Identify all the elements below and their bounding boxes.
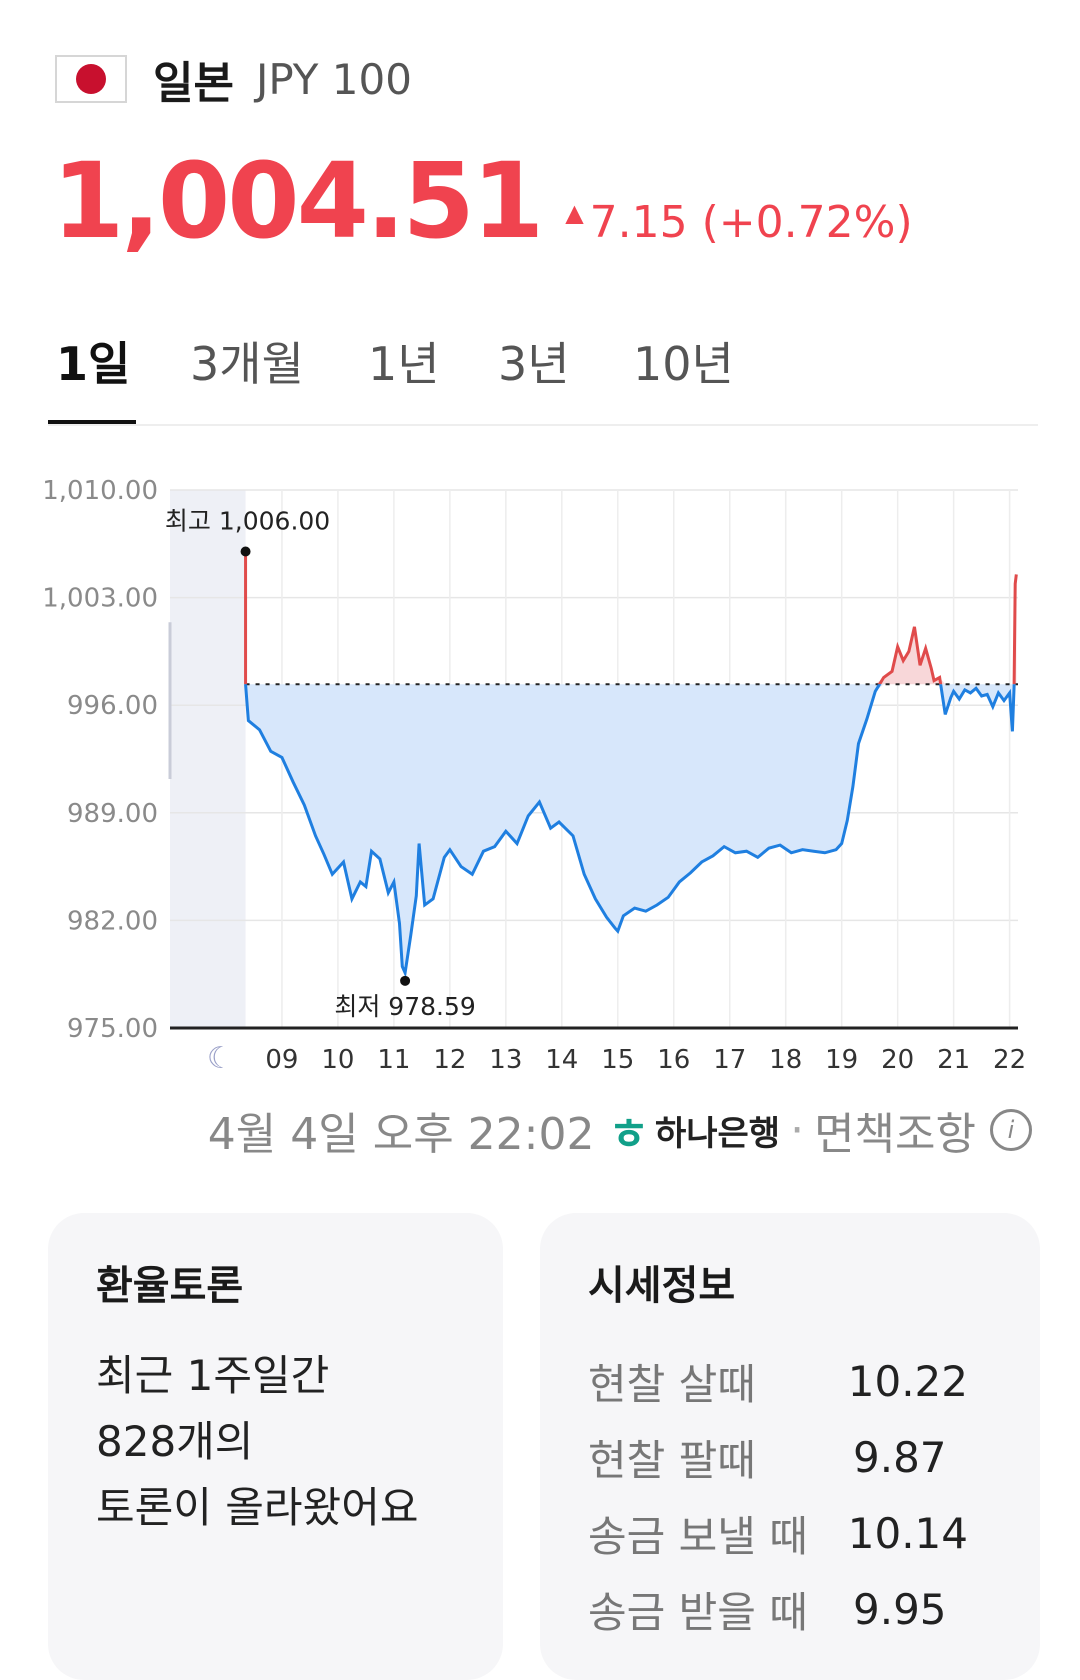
market-row-value: 10.14 bbox=[847, 1508, 968, 1558]
change-percent: (+0.72%) bbox=[701, 197, 913, 248]
rate-change: ▲ 7.15 (+0.72%) bbox=[565, 197, 912, 248]
currency-code: JPY 100 bbox=[255, 54, 412, 104]
info-icon[interactable]: i bbox=[990, 1109, 1032, 1151]
country-name: 일본 bbox=[153, 58, 234, 109]
market-row: 현찰 팔때 9.87 bbox=[588, 1419, 968, 1495]
current-rate: 1,004.51 bbox=[52, 140, 544, 262]
x-tick-label: 13 bbox=[489, 1045, 522, 1075]
market-info-card[interactable]: 시세정보 현찰 살때 10.22 현찰 팔때 9.87 송금 보낼 때 10.1… bbox=[540, 1213, 1040, 1680]
chart-timestamp: 4월 4일 오후 22:02 bbox=[207, 1109, 595, 1160]
market-row: 송금 받을 때 9.95 bbox=[588, 1571, 968, 1647]
separator: · bbox=[790, 1104, 805, 1156]
rate-line-down bbox=[244, 684, 1016, 979]
tab-3m[interactable]: 3개월 bbox=[190, 337, 304, 391]
discussion-line: 토론이 올라왔어요 bbox=[96, 1483, 419, 1532]
chart-footer: 4월 4일 오후 22:02 ㅎ 하나은행 · 면책조항 i bbox=[208, 1100, 1032, 1160]
x-tick-label: 21 bbox=[937, 1045, 970, 1075]
market-row: 송금 보낼 때 10.14 bbox=[588, 1495, 968, 1571]
discussion-card[interactable]: 환율토론 최근 1주일간 828개의 토론이 올라왔어요 bbox=[48, 1213, 503, 1680]
market-row-value: 9.95 bbox=[853, 1584, 947, 1634]
x-tick-label: 20 bbox=[881, 1045, 914, 1075]
y-tick-label: 989.00 bbox=[67, 799, 158, 829]
hana-bank-logo-icon: ㅎ bbox=[608, 1109, 649, 1160]
high-label: 최고 1,006.00 bbox=[165, 506, 330, 535]
tab-10y[interactable]: 10년 bbox=[633, 337, 734, 391]
low-point-marker bbox=[400, 975, 411, 986]
y-tick-label: 982.00 bbox=[67, 906, 158, 936]
y-tick-label: 1,010.00 bbox=[42, 476, 158, 506]
market-row: 현찰 살때 10.22 bbox=[588, 1343, 968, 1419]
market-info-title: 시세정보 bbox=[588, 1263, 736, 1309]
x-tick-label: 09 bbox=[265, 1045, 298, 1075]
exchange-rate-chart[interactable]: 1,010.00 1,003.00 996.00 989.00 982.00 975.00… bbox=[0, 450, 1080, 1090]
tab-1y[interactable]: 1년 bbox=[368, 337, 440, 391]
x-tick-label: 11 bbox=[377, 1045, 410, 1075]
high-point-marker bbox=[240, 546, 251, 557]
up-triangle-icon: ▲ bbox=[565, 199, 584, 227]
currency-header: 일본 JPY 100 bbox=[55, 52, 412, 109]
discussion-line: 828개의 bbox=[96, 1417, 254, 1466]
below-baseline-area bbox=[245, 684, 1017, 973]
discussion-line: 최근 1주일간 bbox=[96, 1351, 330, 1400]
y-tick-label: 975.00 bbox=[67, 1014, 158, 1044]
moon-icon: ☾ bbox=[207, 1041, 234, 1076]
market-row-label: 현찰 팔때 bbox=[588, 1435, 756, 1485]
market-row-label: 현찰 살때 bbox=[588, 1359, 756, 1409]
x-tick-label: 10 bbox=[321, 1045, 354, 1075]
x-tick-label: 18 bbox=[769, 1045, 802, 1075]
x-tick-label: 17 bbox=[713, 1045, 746, 1075]
period-tabs: 1일 3개월 1년 3년 10년 bbox=[48, 320, 1038, 426]
discussion-title: 환율토론 bbox=[96, 1263, 244, 1309]
market-row-value: 9.87 bbox=[853, 1432, 947, 1482]
x-tick-label: 19 bbox=[825, 1045, 858, 1075]
change-value: 7.15 bbox=[589, 197, 688, 248]
x-tick-label: 12 bbox=[433, 1045, 466, 1075]
bank-name: 하나은행 bbox=[654, 1113, 781, 1154]
above-baseline-area bbox=[245, 551, 1017, 685]
x-tick-label: 16 bbox=[657, 1045, 690, 1075]
tab-1d[interactable]: 1일 bbox=[56, 337, 131, 391]
quote-row: 1,004.51 ▲ 7.15 (+0.72%) bbox=[52, 140, 913, 262]
discussion-summary: 최근 1주일간 828개의 토론이 올라왔어요 bbox=[96, 1343, 418, 1541]
market-info-rows: 현찰 살때 10.22 현찰 팔때 9.87 송금 보낼 때 10.14 송금 … bbox=[588, 1343, 968, 1647]
market-row-label: 송금 받을 때 bbox=[588, 1587, 808, 1637]
active-tab-indicator bbox=[48, 420, 136, 424]
market-row-value: 10.22 bbox=[847, 1356, 968, 1406]
japan-flag-icon bbox=[55, 55, 127, 103]
bank-source: ㅎ 하나은행 bbox=[608, 1098, 780, 1162]
disclaimer-link[interactable]: 면책조항 bbox=[814, 1109, 976, 1160]
night-hours-shading bbox=[170, 490, 246, 1028]
low-label: 최저 978.59 bbox=[334, 992, 475, 1021]
market-row-label: 송금 보낼 때 bbox=[588, 1511, 808, 1561]
y-tick-label: 1,003.00 bbox=[42, 584, 158, 614]
x-tick-label: 22 bbox=[993, 1045, 1026, 1075]
x-tick-label: 14 bbox=[545, 1045, 578, 1075]
x-tick-label: 15 bbox=[601, 1045, 634, 1075]
tab-3y[interactable]: 3년 bbox=[498, 337, 570, 391]
y-tick-label: 996.00 bbox=[67, 691, 158, 721]
